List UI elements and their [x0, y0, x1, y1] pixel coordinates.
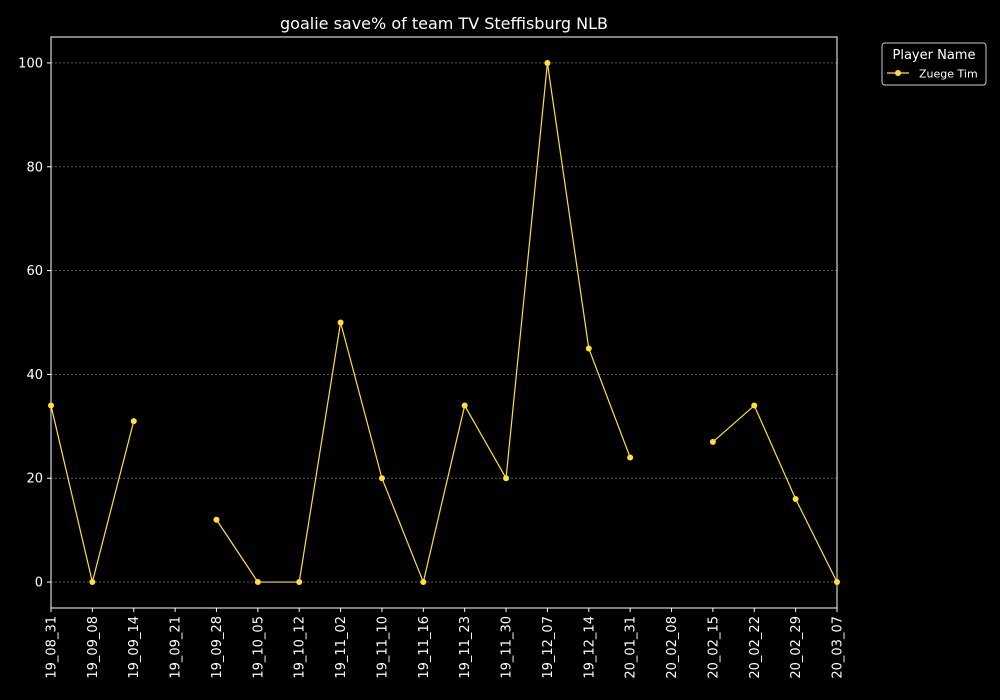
data-point: [48, 402, 54, 409]
data-point: [585, 345, 592, 352]
data-point: [834, 579, 840, 586]
x-tick-label: 19_09_14: [127, 616, 142, 679]
series-line-segment: [50, 405, 135, 583]
x-tick-label: 19_12_07: [541, 616, 556, 679]
x-tick-label: 19_08_31: [45, 616, 60, 679]
data-point: [709, 438, 716, 445]
series-line-segment: [215, 62, 631, 585]
data-point: [544, 59, 551, 66]
data-point: [130, 418, 137, 425]
data-point: [296, 579, 303, 586]
data-point: [337, 319, 344, 326]
y-tick-label: 100: [18, 56, 43, 71]
x-tick-label: 19_11_16: [417, 616, 432, 679]
x-tick-label: 19_12_14: [582, 616, 597, 679]
x-tick-label: 20_01_31: [624, 616, 639, 679]
data-point: [213, 516, 220, 523]
data-point: [503, 475, 510, 482]
data-point: [89, 579, 96, 586]
x-tick-label: 20_02_08: [665, 616, 680, 679]
data-point: [792, 495, 799, 502]
x-tick-label: 19_11_23: [458, 616, 473, 679]
gridlines: [51, 62, 837, 583]
legend-label-zuege-tim: Zuege Tim: [919, 68, 978, 81]
series-zuege-tim: [48, 59, 840, 586]
chart-title: goalie save% of team TV Steffisburg NLB: [280, 14, 608, 33]
data-point: [461, 402, 468, 409]
y-tick-label: 80: [26, 160, 43, 175]
data-point: [254, 579, 261, 586]
data-point: [378, 475, 385, 482]
x-tick-label: 20_03_07: [831, 616, 846, 679]
y-tick-label: 60: [26, 264, 43, 279]
x-tick-label: 19_10_12: [293, 616, 308, 679]
data-point: [751, 402, 758, 409]
x-tick-label: 19_09_28: [210, 616, 225, 679]
x-tick-label: 19_11_10: [375, 616, 390, 679]
x-tick-label: 19_09_08: [86, 616, 101, 679]
x-axis: 19_08_31 19_09_08 19_09_14 19_09_21 19_09_28…: [45, 608, 846, 679]
y-tick-label: 40: [26, 368, 43, 383]
x-tick-label: 20_02_15: [706, 616, 721, 679]
data-point: [627, 454, 634, 461]
x-tick-label: 19_09_21: [169, 616, 184, 679]
x-tick-label: 19_10_05: [251, 616, 266, 679]
x-tick-label: 20_02_22: [748, 616, 763, 679]
legend-title: Player Name: [893, 48, 976, 63]
data-point: [420, 579, 427, 586]
x-tick-label: 20_02_29: [789, 616, 804, 679]
y-axis: 0 20 40 60 80 100: [18, 56, 51, 591]
y-tick-label: 0: [35, 576, 43, 591]
x-tick-label: 19_11_02: [334, 616, 349, 679]
x-tick-label: 19_11_30: [500, 616, 515, 679]
legend-marker-zuege-tim: [895, 70, 901, 76]
y-tick-label: 20: [26, 472, 43, 487]
legend: Player Name Zuege Tim: [881, 42, 987, 86]
legend-box: [881, 42, 987, 86]
series-line-segment: [712, 404, 838, 583]
plot-frame: [50, 36, 838, 609]
